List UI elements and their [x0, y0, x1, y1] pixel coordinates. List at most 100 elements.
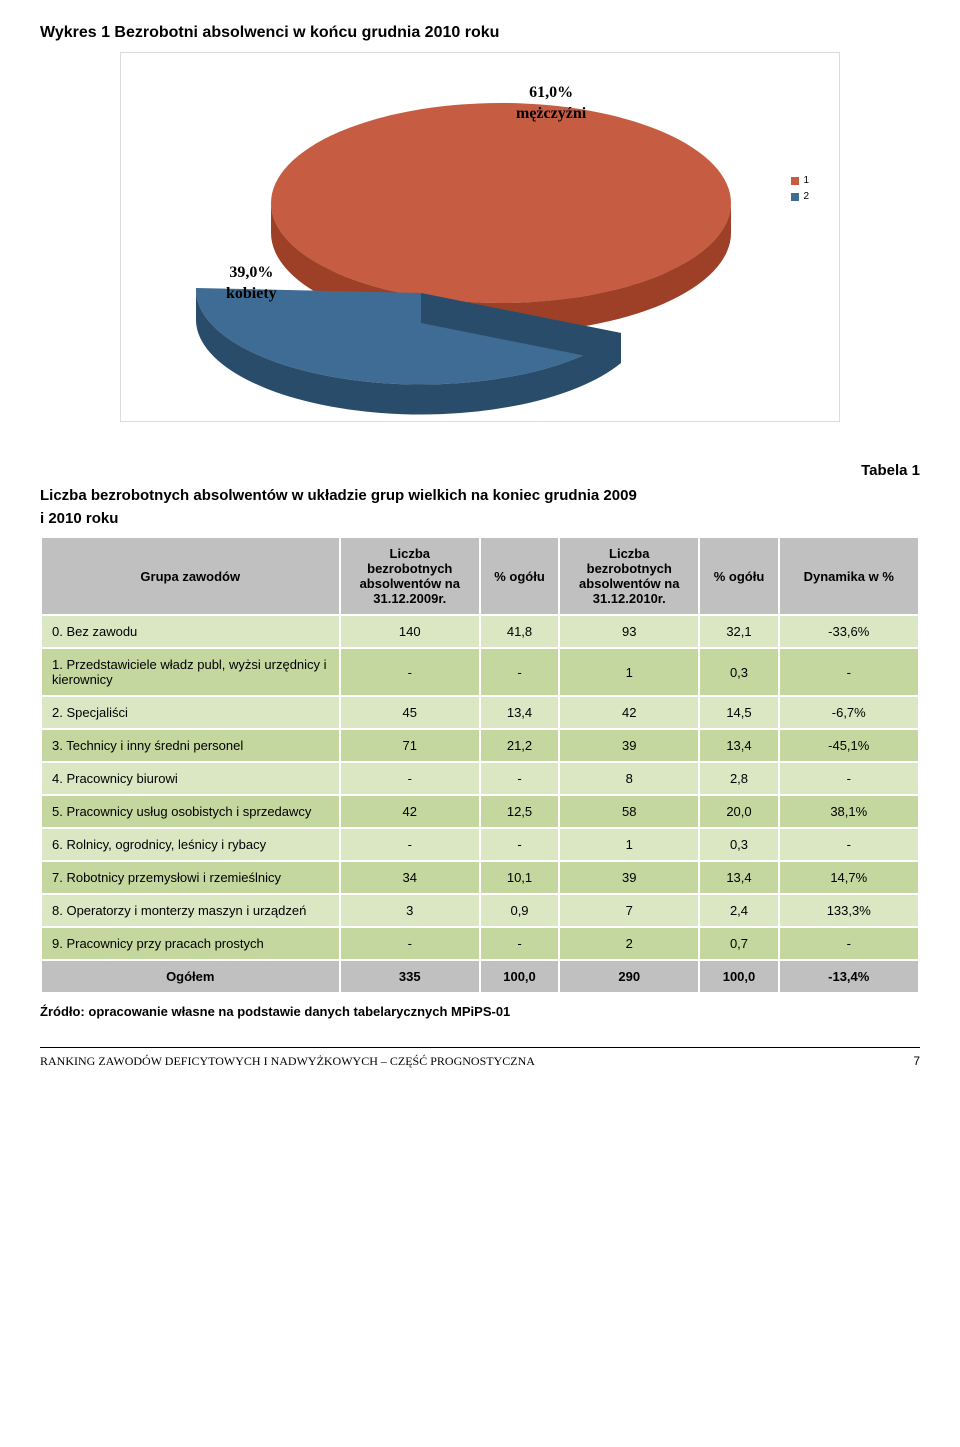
- row-cell: 2: [559, 927, 699, 960]
- total-c2: 100,0: [480, 960, 559, 993]
- row-label: 8. Operatorzy i monterzy maszyn i urządz…: [41, 894, 340, 927]
- row-cell: 0,3: [699, 828, 778, 861]
- row-cell: -: [480, 648, 559, 696]
- row-cell: -: [340, 762, 480, 795]
- footer-rule: [40, 1047, 920, 1048]
- row-cell: 38,1%: [779, 795, 920, 828]
- data-table: Grupa zawodów Liczba bezrobotnych absolw…: [40, 536, 920, 994]
- row-cell: 8: [559, 762, 699, 795]
- col-header-1: Liczba bezrobotnych absolwentów na 31.12…: [340, 537, 480, 615]
- row-cell: 1: [559, 828, 699, 861]
- row-label: 4. Pracownicy biurowi: [41, 762, 340, 795]
- row-cell: 13,4: [699, 729, 778, 762]
- row-label: 1. Przedstawiciele władz publ, wyżsi urz…: [41, 648, 340, 696]
- row-cell: 45: [340, 696, 480, 729]
- row-cell: 14,7%: [779, 861, 920, 894]
- row-cell: -33,6%: [779, 615, 920, 648]
- pie-label-men-name: mężczyźni: [516, 105, 586, 122]
- row-cell: 42: [340, 795, 480, 828]
- table-row: 4. Pracownicy biurowi--82,8-: [41, 762, 919, 795]
- table-row: 3. Technicy i inny średni personel7121,2…: [41, 729, 919, 762]
- pie-svg: [121, 53, 841, 423]
- row-cell: 39: [559, 861, 699, 894]
- row-cell: 1: [559, 648, 699, 696]
- row-cell: 10,1: [480, 861, 559, 894]
- col-header-0: Grupa zawodów: [41, 537, 340, 615]
- row-cell: 140: [340, 615, 480, 648]
- page-footer: RANKING ZAWODÓW DEFICYTOWYCH I NADWYŻKOW…: [40, 1054, 920, 1069]
- pie-label-women: 39,0% kobiety: [226, 263, 277, 305]
- row-cell: -: [340, 648, 480, 696]
- table-header-row: Grupa zawodów Liczba bezrobotnych absolw…: [41, 537, 919, 615]
- row-cell: -: [480, 762, 559, 795]
- row-cell: 0,7: [699, 927, 778, 960]
- footer-left: RANKING ZAWODÓW DEFICYTOWYCH I NADWYŻKOW…: [40, 1054, 535, 1069]
- table-row: 2. Specjaliści4513,44214,5-6,7%: [41, 696, 919, 729]
- source-note: Źródło: opracowanie własne na podstawie …: [40, 1004, 920, 1019]
- footer-page-number: 7: [913, 1054, 920, 1069]
- row-cell: 14,5: [699, 696, 778, 729]
- row-cell: 71: [340, 729, 480, 762]
- row-cell: 34: [340, 861, 480, 894]
- row-label: 2. Specjaliści: [41, 696, 340, 729]
- row-cell: 7: [559, 894, 699, 927]
- row-cell: 32,1: [699, 615, 778, 648]
- col-header-2: % ogółu: [480, 537, 559, 615]
- row-cell: 2,8: [699, 762, 778, 795]
- pie-chart: 61,0% mężczyźni 39,0% kobiety 1 2: [120, 52, 840, 422]
- table-caption-right: Tabela 1: [40, 462, 920, 479]
- pie-legend: 1 2: [791, 173, 809, 205]
- pie-label-men: 61,0% mężczyźni: [516, 83, 586, 125]
- row-cell: 133,3%: [779, 894, 920, 927]
- table-caption-line2: i 2010 roku: [40, 508, 920, 531]
- row-cell: 93: [559, 615, 699, 648]
- table-row: 6. Rolnicy, ogrodnicy, leśnicy i rybacy-…: [41, 828, 919, 861]
- row-cell: 13,4: [699, 861, 778, 894]
- legend-label-2: 2: [803, 189, 809, 205]
- row-label: 3. Technicy i inny średni personel: [41, 729, 340, 762]
- row-cell: -: [480, 927, 559, 960]
- row-cell: 39: [559, 729, 699, 762]
- col-header-3: Liczba bezrobotnych absolwentów na 31.12…: [559, 537, 699, 615]
- total-label: Ogółem: [41, 960, 340, 993]
- row-cell: -45,1%: [779, 729, 920, 762]
- row-cell: 21,2: [480, 729, 559, 762]
- table-row: 0. Bez zawodu14041,89332,1-33,6%: [41, 615, 919, 648]
- row-label: 5. Pracownicy usług osobistych i sprzeda…: [41, 795, 340, 828]
- legend-item-1: 1: [791, 173, 809, 189]
- pie-label-men-pct: 61,0%: [529, 84, 573, 101]
- row-cell: -: [779, 762, 920, 795]
- table-row: 5. Pracownicy usług osobistych i sprzeda…: [41, 795, 919, 828]
- row-cell: -: [340, 828, 480, 861]
- row-label: 9. Pracownicy przy pracach prostych: [41, 927, 340, 960]
- row-cell: -: [779, 648, 920, 696]
- table-row: 7. Robotnicy przemysłowi i rzemieślnicy3…: [41, 861, 919, 894]
- row-cell: 58: [559, 795, 699, 828]
- row-cell: 2,4: [699, 894, 778, 927]
- row-cell: 42: [559, 696, 699, 729]
- legend-swatch-2: [791, 193, 799, 201]
- row-cell: -6,7%: [779, 696, 920, 729]
- row-cell: 0,9: [480, 894, 559, 927]
- total-c5: -13,4%: [779, 960, 920, 993]
- table-row: 9. Pracownicy przy pracach prostych--20,…: [41, 927, 919, 960]
- legend-item-2: 2: [791, 189, 809, 205]
- table-caption-line1: Liczba bezrobotnych absolwentów w układz…: [40, 485, 920, 508]
- total-c1: 335: [340, 960, 480, 993]
- row-cell: 13,4: [480, 696, 559, 729]
- table-total-row: Ogółem 335 100,0 290 100,0 -13,4%: [41, 960, 919, 993]
- row-cell: -: [480, 828, 559, 861]
- row-label: 6. Rolnicy, ogrodnicy, leśnicy i rybacy: [41, 828, 340, 861]
- table-row: 8. Operatorzy i monterzy maszyn i urządz…: [41, 894, 919, 927]
- chart-title: Wykres 1 Bezrobotni absolwenci w końcu g…: [40, 24, 920, 42]
- pie-label-women-pct: 39,0%: [229, 264, 273, 281]
- col-header-4: % ogółu: [699, 537, 778, 615]
- row-cell: 0,3: [699, 648, 778, 696]
- row-cell: 12,5: [480, 795, 559, 828]
- row-cell: -: [340, 927, 480, 960]
- row-cell: 3: [340, 894, 480, 927]
- legend-swatch-1: [791, 177, 799, 185]
- col-header-5: Dynamika w %: [779, 537, 920, 615]
- total-c4: 100,0: [699, 960, 778, 993]
- total-c3: 290: [559, 960, 699, 993]
